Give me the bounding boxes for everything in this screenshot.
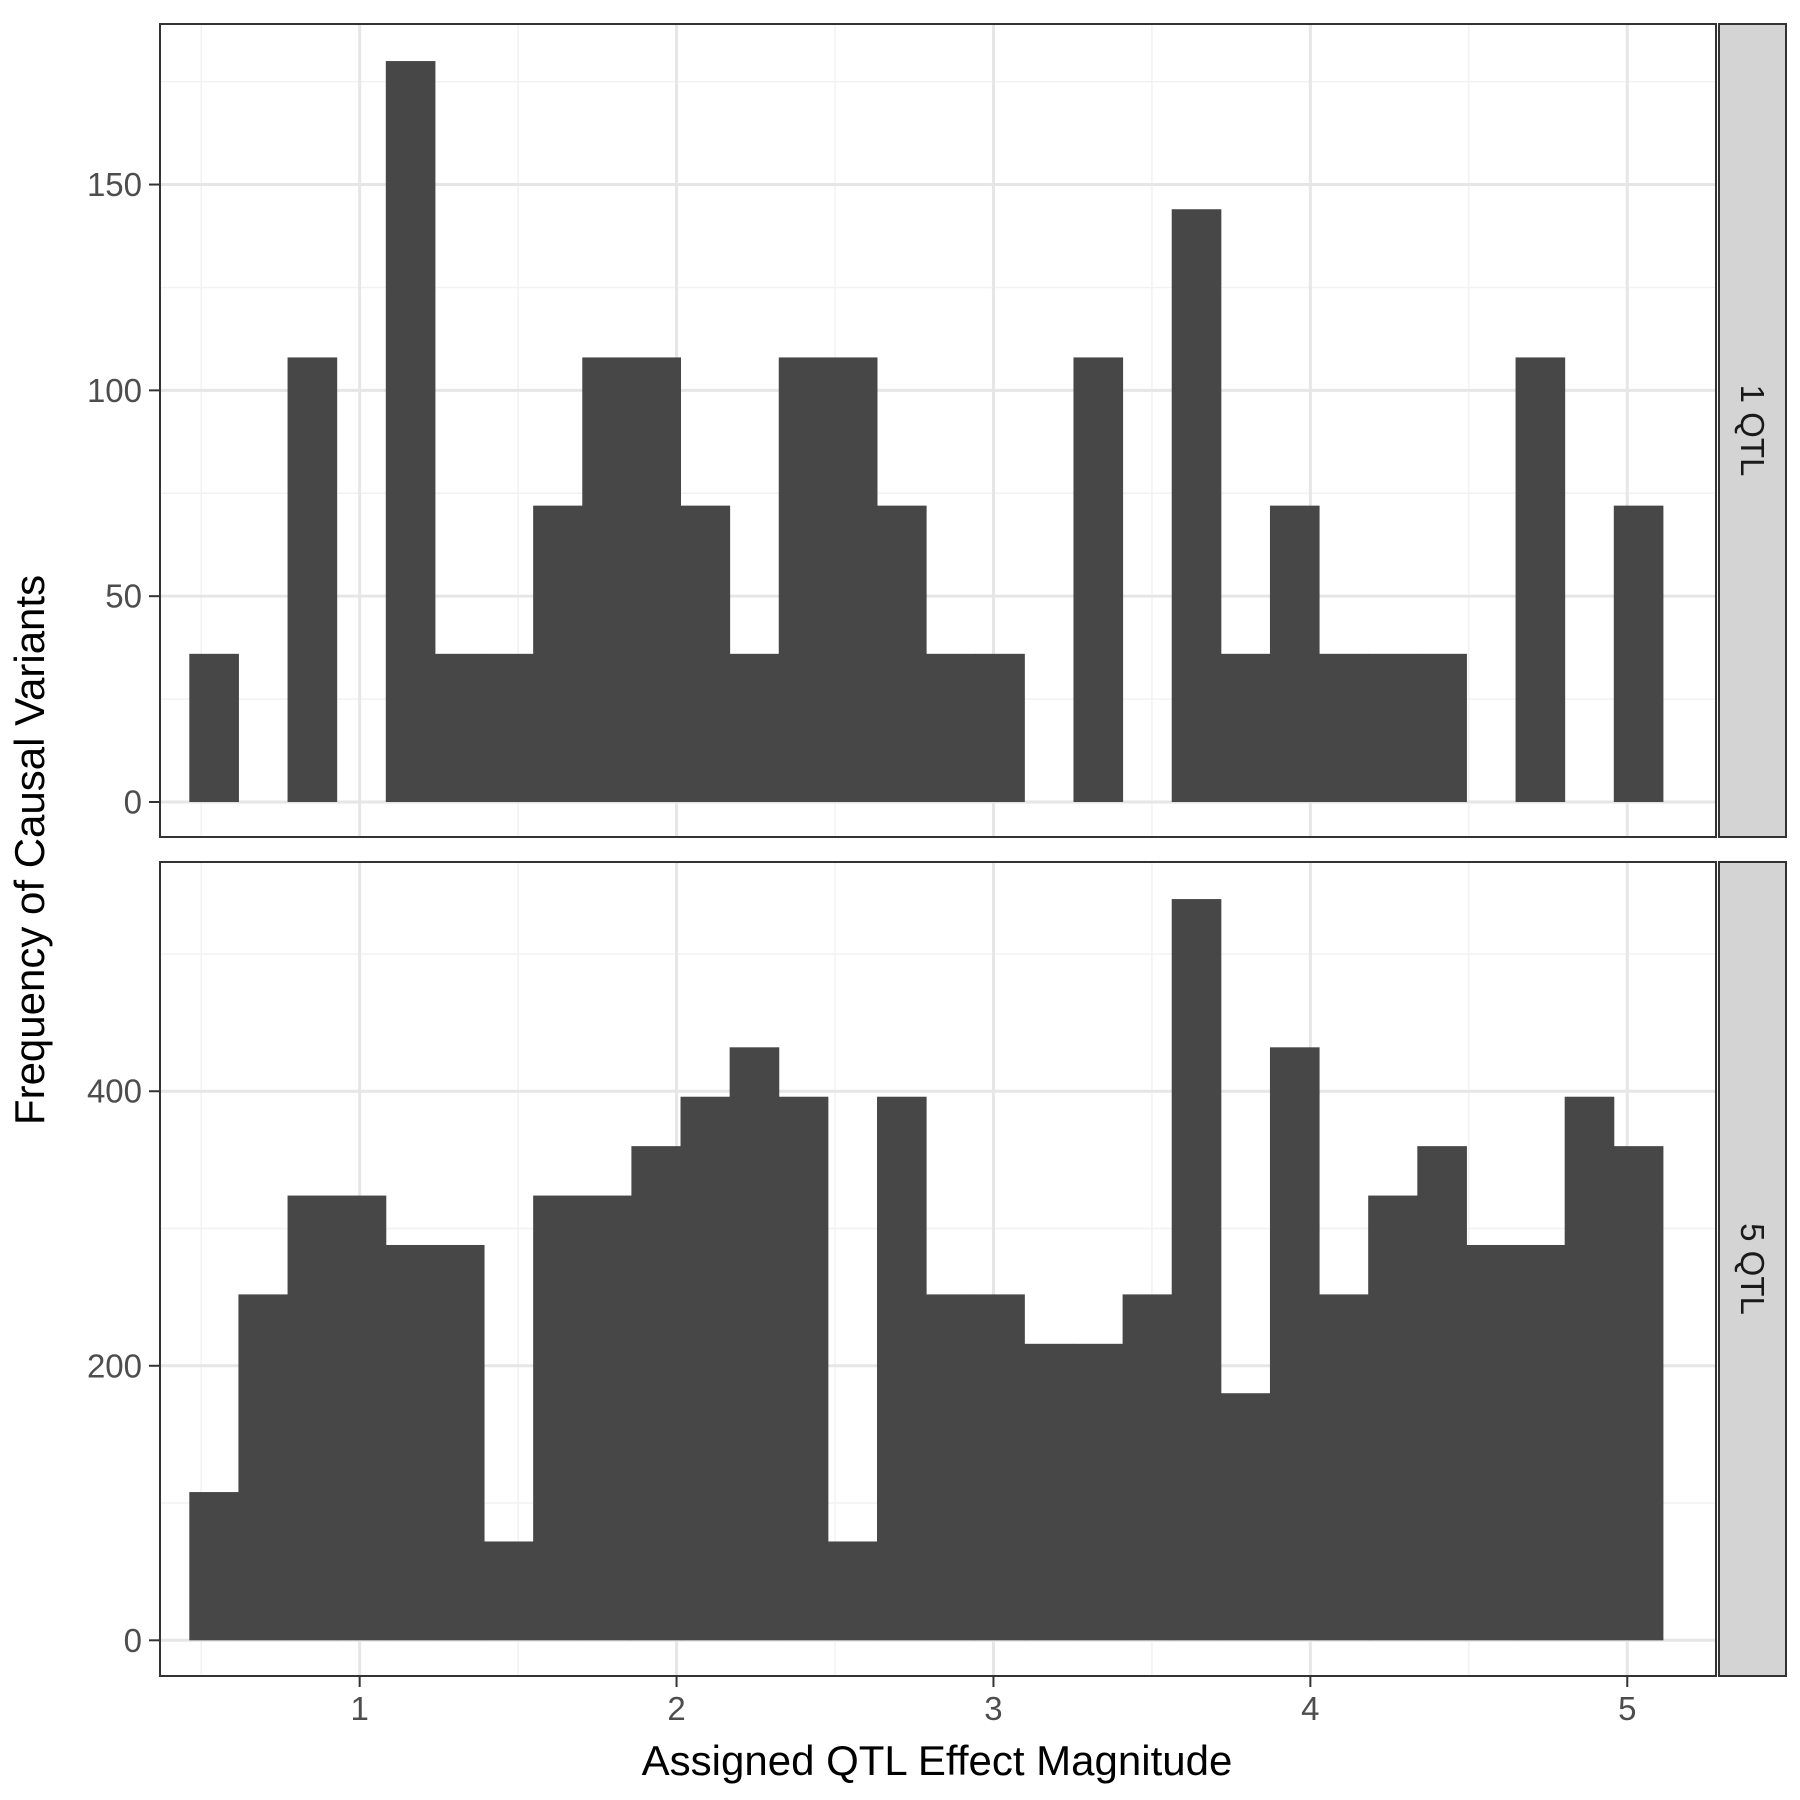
histogram-bar (287, 357, 338, 803)
facet-panel: 5 QTL 0 200 400 1 2 3 4 5 (87, 861, 1787, 1727)
histogram-bar (1515, 357, 1566, 803)
histogram-bar (876, 1096, 927, 1641)
histogram-bar (926, 653, 976, 803)
y-axis-title: Frequency of Causal Variants (6, 575, 53, 1125)
histogram-bar (484, 653, 534, 803)
histogram-bar (1319, 653, 1369, 803)
histogram-bar (1171, 209, 1222, 803)
facet-strip (1718, 23, 1787, 838)
histogram-bar (876, 505, 927, 803)
histogram-bar (1171, 899, 1222, 1641)
panel-border (159, 861, 1717, 1677)
histogram-bar (582, 1195, 632, 1641)
histogram-bar (582, 357, 632, 803)
y-tick-label: 200 (87, 1347, 142, 1384)
histogram-bar (1220, 653, 1271, 803)
histogram-bar (189, 1492, 239, 1641)
panel-border (159, 23, 1717, 838)
y-tick-label: 0 (124, 784, 142, 821)
histogram-bar (827, 1541, 878, 1641)
histogram-bar (1613, 1146, 1664, 1641)
x-tick-label: 3 (984, 1690, 1002, 1727)
histogram-bar (827, 357, 878, 803)
histogram-bar (434, 653, 485, 803)
histogram-bar (1368, 653, 1418, 803)
x-axis-title: Assigned QTL Effect Magnitude (642, 1737, 1233, 1784)
histogram-bar (926, 1294, 976, 1641)
histogram-bar (1417, 653, 1467, 803)
y-tick-label: 0 (124, 1622, 142, 1659)
histogram-bar (1515, 1244, 1566, 1641)
histogram-bar (385, 1244, 436, 1641)
facet-strip-label: 1 QTL (1734, 385, 1771, 477)
histogram-bar (1220, 1393, 1271, 1641)
x-tick-label: 5 (1618, 1690, 1636, 1727)
facet-panel: 1 QTL 0 50 100 150 (87, 23, 1787, 838)
histogram-bar (1613, 505, 1664, 803)
histogram-bar (975, 653, 1025, 803)
histogram-bar (533, 1195, 583, 1641)
x-tick-label: 1 (350, 1690, 368, 1727)
histogram-bar (729, 1047, 780, 1641)
histogram-bar (975, 1294, 1025, 1641)
histogram-bar (1269, 505, 1320, 803)
facet-strip (1718, 861, 1787, 1677)
histogram-bar (1417, 1146, 1467, 1641)
y-tick-label: 100 (87, 372, 142, 409)
histogram-bar (1319, 1294, 1369, 1641)
x-tick-label: 2 (667, 1690, 685, 1727)
y-tick-label: 150 (87, 166, 142, 203)
histogram-bar (533, 505, 583, 803)
histogram-bar (1368, 1195, 1418, 1641)
histogram-bar (287, 1195, 338, 1641)
histogram-bar (778, 1096, 829, 1641)
histogram-bar (1073, 357, 1124, 803)
x-tick-label: 4 (1301, 1690, 1319, 1727)
facet-strip-label: 5 QTL (1734, 1223, 1771, 1315)
histogram-bar (778, 357, 829, 803)
histogram-bar (484, 1541, 534, 1641)
y-tick-label: 50 (105, 578, 142, 615)
histogram-bar (189, 653, 239, 803)
histogram-bar (1564, 1096, 1615, 1641)
histogram-bar (1073, 1343, 1124, 1641)
histogram-bar (1269, 1047, 1320, 1641)
histogram-bar (385, 61, 436, 803)
histogram-bar (1122, 1294, 1173, 1641)
histogram-bar (1466, 1244, 1517, 1641)
y-tick-label: 400 (87, 1073, 142, 1110)
histogram-bar (680, 1096, 731, 1641)
histogram-bar (1024, 1343, 1074, 1641)
histogram-bar (680, 505, 731, 803)
histogram-bar (238, 1294, 289, 1641)
histogram-bar (434, 1244, 485, 1641)
histogram-bar (336, 1195, 387, 1641)
histogram-bar (729, 653, 780, 803)
histogram-bar (631, 357, 682, 803)
histogram-bar (631, 1146, 682, 1641)
